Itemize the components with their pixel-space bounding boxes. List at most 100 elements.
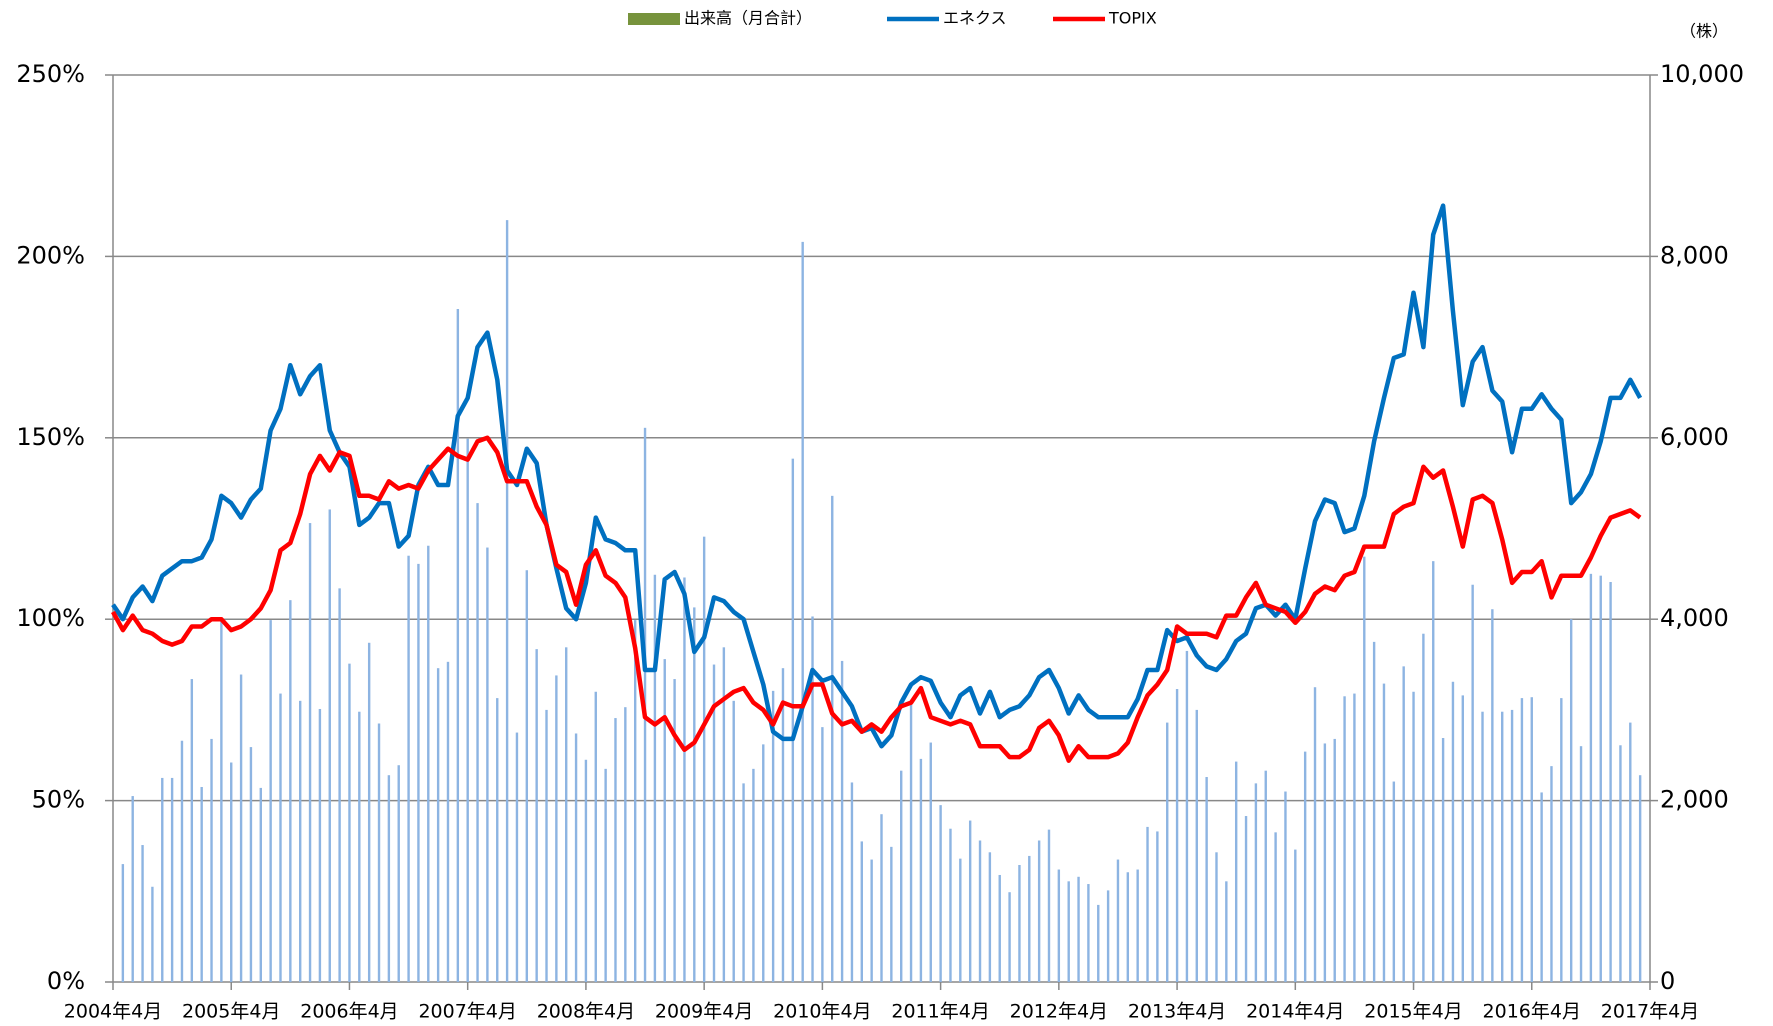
y-tick-label: 0% [47, 967, 85, 995]
volume-bar [338, 588, 341, 982]
volume-bar [821, 727, 824, 982]
volume-bar [890, 846, 893, 982]
volume-bar [555, 675, 558, 982]
volume-bar [653, 574, 657, 982]
x-tick-label: 2008年4月 [537, 1001, 635, 1023]
volume-bar [762, 744, 765, 982]
volume-bar [427, 545, 430, 982]
y2-tick-label: 0 [1660, 967, 1675, 995]
volume-bar [1106, 890, 1110, 982]
volume-bar [170, 777, 174, 982]
volume-bar [929, 742, 932, 982]
y-tick-label: 150% [16, 423, 85, 451]
volume-bar [476, 503, 479, 982]
x-tick-label: 2012年4月 [1010, 1001, 1108, 1023]
x-tick-label: 2005年4月 [182, 1001, 280, 1023]
volume-bar [1372, 641, 1376, 982]
y2-tick-label: 4,000 [1660, 604, 1729, 632]
volume-bar [1579, 746, 1583, 982]
volume-bar [978, 840, 982, 982]
volume-bar [1599, 575, 1602, 982]
volume-bar [289, 600, 292, 982]
volume-bar [1166, 722, 1169, 982]
x-tick-label: 2016年4月 [1483, 1001, 1581, 1023]
volume-bar [318, 708, 322, 982]
unit-label: （株） [1680, 22, 1728, 41]
x-tick-label: 2004年4月 [64, 1001, 162, 1023]
volume-bar [683, 577, 686, 982]
volume-bar [1175, 689, 1179, 982]
volume-bar [1343, 696, 1346, 982]
volume-bar [840, 660, 844, 982]
volume-bar [752, 768, 755, 982]
x-tick-label: 2010年4月 [773, 1001, 871, 1023]
y2-tick-label: 10,000 [1660, 60, 1744, 88]
volume-bar [1234, 761, 1238, 982]
volume-bar [1156, 831, 1159, 982]
volume-bar [712, 664, 716, 982]
volume-bar [210, 738, 213, 982]
volume-bar [1057, 869, 1061, 982]
volume-bar [968, 820, 972, 982]
y-tick-label: 100% [16, 604, 85, 632]
volume-bar [673, 679, 676, 982]
y-tick-label: 200% [16, 241, 85, 269]
volume-bar [1294, 849, 1297, 982]
volume-bar [1569, 619, 1573, 982]
volume-bar [909, 701, 913, 982]
volume-bar [702, 536, 706, 982]
volume-bar [279, 693, 282, 982]
volume-bar [988, 852, 992, 982]
volume-bar [939, 805, 942, 982]
volume-bar [1284, 791, 1287, 982]
volume-bar [900, 770, 903, 982]
volume-bar [367, 642, 371, 982]
volume-bar [1244, 816, 1248, 982]
volume-bar [515, 732, 519, 982]
volume-bar [998, 874, 1001, 982]
volume-bar [781, 668, 785, 982]
volume-bar [1392, 781, 1396, 982]
volume-bar [308, 523, 312, 982]
volume-bar [1254, 783, 1258, 982]
volume-bar [1609, 582, 1612, 982]
volume-bar [1461, 695, 1465, 982]
volume-bar [387, 775, 391, 982]
volume-bar [860, 841, 863, 982]
volume-bar [1520, 698, 1524, 982]
volume-bar [1047, 829, 1051, 982]
volume-bar [791, 458, 795, 982]
volume-bar [1037, 840, 1041, 982]
volume-bar [328, 509, 331, 982]
volume-bar [1363, 556, 1366, 982]
volume-bar [742, 783, 745, 982]
legend-label: エネクス [943, 9, 1007, 28]
volume-bar [1441, 738, 1445, 982]
line [111, 203, 1643, 749]
volume-bar [574, 733, 578, 982]
volume-bar [1451, 681, 1455, 982]
volume-bar [496, 698, 499, 982]
volume-bar [161, 777, 164, 982]
volume-bar [377, 723, 381, 982]
volume-bar [1510, 709, 1514, 982]
volume-bar [190, 679, 194, 982]
volume-bar [1629, 722, 1632, 982]
volume-bar [1313, 687, 1317, 982]
volume-bar [131, 796, 134, 982]
volume-bar [722, 647, 726, 982]
volume-bar [614, 718, 617, 982]
volume-bar [348, 663, 351, 982]
volume-bar [1195, 709, 1198, 982]
volume-bar [1323, 743, 1327, 982]
volume-bar [801, 241, 804, 982]
volume-bar [1422, 633, 1425, 982]
volume-bar [239, 674, 243, 982]
volume-bar [397, 765, 400, 982]
volume-bar [1382, 683, 1386, 982]
y2-tick-label: 8,000 [1660, 241, 1729, 269]
volume-bar [565, 647, 568, 982]
volume-bar [151, 886, 154, 982]
volume-bar [220, 621, 223, 982]
x-tick-label: 2017年4月 [1601, 1001, 1699, 1023]
